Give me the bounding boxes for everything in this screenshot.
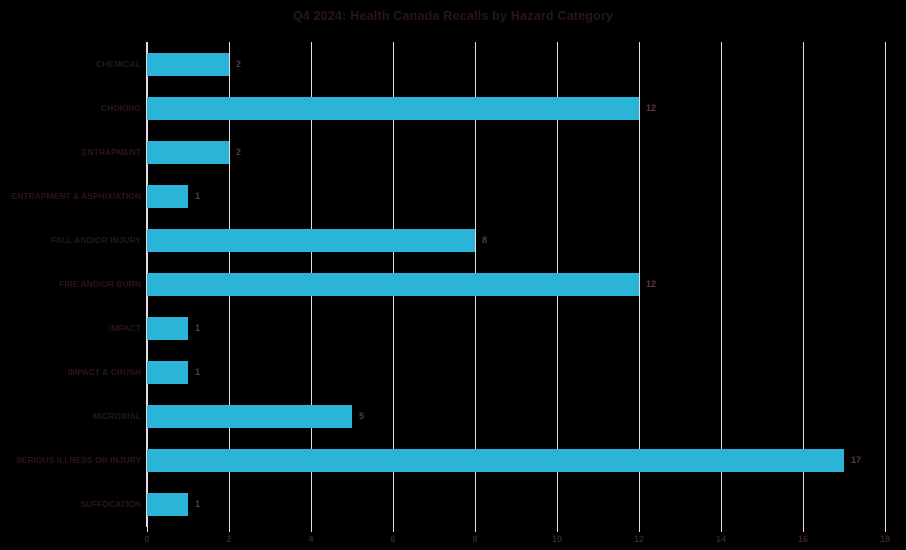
value-label: 1 (195, 323, 201, 334)
value-label: 2 (236, 58, 242, 69)
gridline (885, 42, 886, 527)
chart-title: Q4 2024: Health Canada Recalls by Hazard… (292, 9, 614, 23)
category-label: MICROBIAL (92, 411, 141, 422)
value-label: 12 (646, 102, 657, 113)
value-label: 8 (482, 234, 488, 245)
category-label: FALL AND/OR INJURY (51, 234, 141, 245)
x-axis-tick (147, 527, 148, 532)
category-label: IMPACT & CRUSH (67, 367, 141, 378)
bar (147, 405, 352, 429)
bar (147, 228, 475, 252)
x-tick-label: 14 (715, 534, 726, 544)
x-tick-label: 18 (879, 534, 890, 544)
x-axis-tick (393, 527, 394, 532)
x-axis-tick (311, 527, 312, 532)
bar (147, 449, 844, 473)
value-label: 12 (646, 279, 657, 289)
x-axis-tick (475, 527, 476, 532)
bar (147, 96, 639, 120)
value-label: 1 (195, 499, 201, 510)
bar (147, 140, 229, 164)
x-tick-label: 2 (226, 534, 232, 544)
x-axis-tick (229, 527, 230, 532)
plot-area: 0 2 4 6 8 10 12 14 16 18 2 12 2 1 8 12 1 1 5 17 1 (144, 42, 890, 544)
category-label: FIRE AND/OR BURN (59, 279, 141, 289)
category-label: ENTRAPMENT (81, 146, 141, 157)
bar (147, 52, 229, 76)
bar (147, 317, 188, 341)
x-tick-label: 10 (551, 534, 562, 544)
value-label: 17 (851, 455, 862, 466)
x-axis-tick (803, 527, 804, 532)
category-label: SUFFOCATION (80, 499, 141, 510)
x-axis-tick (721, 527, 722, 532)
category-label: ENTRAPMENT & ASPHIXIATION (11, 190, 141, 201)
bar (147, 493, 188, 517)
gridline (721, 42, 722, 527)
x-tick-label: 16 (797, 534, 808, 544)
value-label: 2 (236, 146, 242, 157)
category-label: CHEMICAL (96, 58, 141, 69)
x-tick-label: 8 (472, 534, 478, 544)
bar (147, 184, 188, 208)
x-tick-label: 12 (633, 534, 644, 544)
gridline (639, 42, 640, 527)
x-tick-label: 4 (308, 534, 314, 544)
category-label: SERIOUS ILLNESS OR INJURY (16, 455, 141, 466)
value-label: 5 (359, 411, 365, 422)
x-tick-label: 0 (144, 534, 150, 544)
x-axis-tick (885, 527, 886, 532)
gridline (803, 42, 804, 527)
x-axis-tick (557, 527, 558, 532)
value-label: 1 (195, 367, 201, 378)
category-label: CHOKING (100, 102, 141, 113)
bar (147, 361, 188, 385)
value-label: 1 (195, 190, 201, 201)
bar (147, 273, 639, 296)
x-tick-label: 6 (390, 534, 396, 544)
x-axis-tick (639, 527, 640, 532)
category-label: IMPACT (109, 323, 141, 334)
